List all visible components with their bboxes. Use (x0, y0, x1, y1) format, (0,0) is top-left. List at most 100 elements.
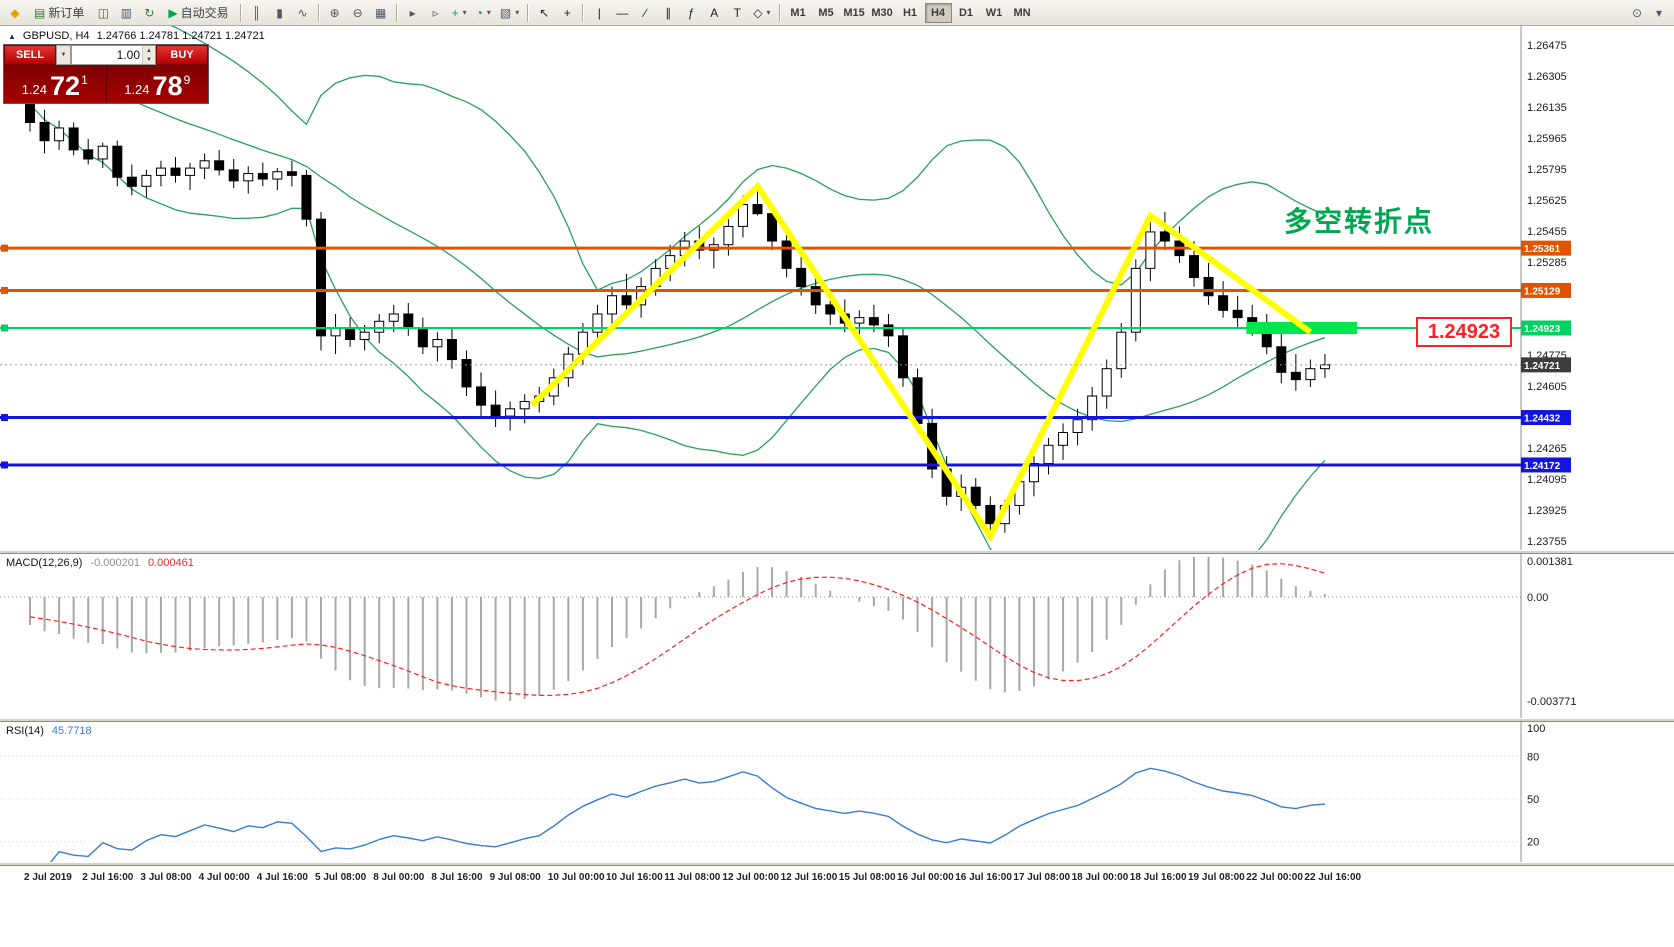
macd-panel[interactable]: 0.001381 0.00 -0.003771 (0, 554, 1674, 718)
timeframe-m1[interactable]: M1 (785, 3, 812, 23)
svg-text:1.24605: 1.24605 (1527, 381, 1567, 393)
rsi-header: RSI(14) 45.7718 (6, 725, 92, 737)
time-label: 2 Jul 16:00 (82, 872, 134, 883)
timeframe-h1[interactable]: H1 (897, 3, 924, 23)
app-icon-glyph: ◆ (10, 5, 20, 20)
auto-scroll-icon-glyph: ▸ (409, 5, 416, 20)
chart-annotation-text[interactable]: 多空转折点 (1284, 206, 1435, 237)
panel-separator[interactable] (0, 862, 1674, 866)
svg-text:100: 100 (1527, 723, 1545, 735)
one-click-collapse-icon[interactable]: ▲ (8, 31, 16, 41)
auto-trading-button[interactable]: ▶ 自动交易 (161, 2, 235, 23)
new-order-button[interactable]: ▤ 新订单 (27, 2, 91, 23)
chart-shift-icon[interactable]: ▹ (425, 2, 447, 23)
svg-text:1.24721: 1.24721 (1524, 361, 1561, 372)
templates-icon-glyph: ▧ (499, 5, 512, 20)
symbol-header: ▲ GBPUSD, H4 1.24766 1.24781 1.24721 1.2… (8, 30, 265, 42)
dropdown-arrow-icon: ▾ (486, 8, 491, 17)
bar-chart-icon[interactable]: ║ (246, 2, 268, 23)
macd-title: MACD(12,26,9) (6, 557, 83, 569)
timeframe-mn[interactable]: MN (1009, 3, 1036, 23)
timeframe-m15[interactable]: M15 (841, 3, 868, 23)
timeframe-w1[interactable]: W1 (981, 3, 1008, 23)
zoom-in-icon[interactable]: ⊕ (324, 2, 346, 23)
one-click-trading-panel: SELL ▼ 1.00 ▲ ▼ BUY 1.24 72 1 1.24 78 9 (3, 44, 209, 104)
svg-text:1.25361: 1.25361 (1524, 244, 1561, 255)
horizontal-line-icon-glyph: — (616, 5, 629, 20)
time-label: 2 Jul 2019 (24, 872, 72, 883)
buy-price[interactable]: 1.24 78 9 (107, 65, 209, 103)
text-icon[interactable]: A (703, 2, 725, 23)
app-icon[interactable]: ◆ (4, 2, 26, 23)
label-icon[interactable]: T (726, 2, 748, 23)
sell-button[interactable]: SELL (4, 45, 56, 65)
refresh-icon[interactable]: ↻ (138, 2, 160, 23)
timeframe-m5[interactable]: M5 (813, 3, 840, 23)
volume-input[interactable]: 1.00 ▲ ▼ (71, 45, 156, 65)
fibonacci-icon[interactable]: ƒ (680, 2, 702, 23)
horizontal-line-icon[interactable]: — (611, 2, 633, 23)
buy-button[interactable]: BUY (156, 45, 208, 65)
auto-scroll-icon[interactable]: ▸ (402, 2, 424, 23)
time-label: 22 Jul 00:00 (1246, 872, 1303, 883)
zoom-out-icon-glyph: ⊖ (352, 5, 363, 20)
main-chart[interactable]: 1.26475 1.26305 1.26135 1.25965 1.25795 1.256… (0, 26, 1674, 550)
bar-chart-icon-glyph: ║ (252, 5, 261, 20)
chart-windows-icon[interactable]: ◫ (92, 2, 114, 23)
crosshair-icon[interactable]: + (556, 2, 578, 23)
trendline-icon[interactable]: ∕ (634, 2, 656, 23)
indicators-icon[interactable]: + ▾ (448, 2, 471, 23)
sell-price-prefix: 1.24 (21, 82, 48, 97)
menu-icon[interactable]: ▾ (1648, 2, 1670, 23)
toolbar-separator (395, 3, 398, 22)
crosshair-icon-glyph: + (563, 5, 571, 20)
time-label: 12 Jul 00:00 (722, 872, 780, 883)
svg-text:1.24095: 1.24095 (1527, 474, 1567, 486)
price-callout-label[interactable]: 1.24923 (1416, 317, 1512, 347)
time-label: 3 Jul 08:00 (140, 872, 192, 883)
time-label: 10 Jul 00:00 (547, 872, 605, 883)
time-axis[interactable]: 2 Jul 2019 2 Jul 16:00 3 Jul 08:00 4 Jul 00… (0, 866, 1674, 892)
macd-signal-value: 0.000461 (147, 557, 194, 569)
line-chart-icon[interactable]: ∿ (292, 2, 314, 23)
menu-icon-glyph: ▾ (1655, 5, 1663, 20)
time-label: 16 Jul 00:00 (897, 872, 954, 883)
buy-price-point: 9 (183, 73, 191, 87)
panel-separator[interactable] (0, 550, 1674, 554)
zoom-out-icon[interactable]: ⊖ (347, 2, 369, 23)
channel-icon[interactable]: ∥ (657, 2, 679, 23)
volume-stepper[interactable]: ▲ ▼ (142, 46, 155, 64)
timeframe-d1[interactable]: D1 (953, 3, 980, 23)
time-label: 9 Jul 08:00 (489, 872, 541, 883)
increase-icon[interactable]: ▲ (143, 46, 155, 55)
cursor-icon-glyph: ↖ (539, 5, 550, 20)
volume-dropdown-button[interactable]: ▼ (56, 45, 71, 65)
timeframe-m30[interactable]: M30 (869, 3, 896, 23)
decrease-icon[interactable]: ▼ (143, 55, 155, 64)
panel-separator[interactable] (0, 718, 1674, 722)
chart-windows-icon-glyph: ◫ (97, 5, 110, 20)
svg-text:50: 50 (1527, 794, 1539, 806)
cursor-icon[interactable]: ↖ (533, 2, 555, 23)
channel-icon-glyph: ∥ (665, 5, 672, 20)
shapes-icon-glyph: ◇ (753, 5, 763, 20)
zoom-in-icon-glyph: ⊕ (329, 5, 340, 20)
vertical-line-icon[interactable]: | (588, 2, 610, 23)
sell-price[interactable]: 1.24 72 1 (4, 65, 107, 103)
fibonacci-icon-glyph: ƒ (687, 5, 695, 20)
candlestick-icon[interactable]: ▮ (269, 2, 291, 23)
auto-trading-glyph: ▶ (168, 5, 178, 20)
profiles-icon[interactable]: ▥ (115, 2, 137, 23)
dropdown-arrow-icon: ▾ (462, 8, 467, 17)
rsi-panel[interactable]: 100 80 50 20 (0, 722, 1674, 862)
search-icon[interactable]: ⊙ (1626, 2, 1648, 23)
dropdown-arrow-icon: ▾ (766, 8, 771, 17)
templates-icon[interactable]: ▧ ▾ (496, 2, 523, 23)
tile-windows-icon[interactable]: ▦ (370, 2, 392, 23)
macd-header: MACD(12,26,9) -0.000201 0.000461 (6, 557, 194, 569)
shapes-icon[interactable]: ◇ ▾ (749, 2, 774, 23)
text-icon-glyph: A (710, 5, 719, 20)
timeframe-h4[interactable]: H4 (924, 2, 952, 23)
periods-icon[interactable]: ◔ ▾ (472, 2, 495, 23)
svg-text:20: 20 (1527, 837, 1539, 849)
